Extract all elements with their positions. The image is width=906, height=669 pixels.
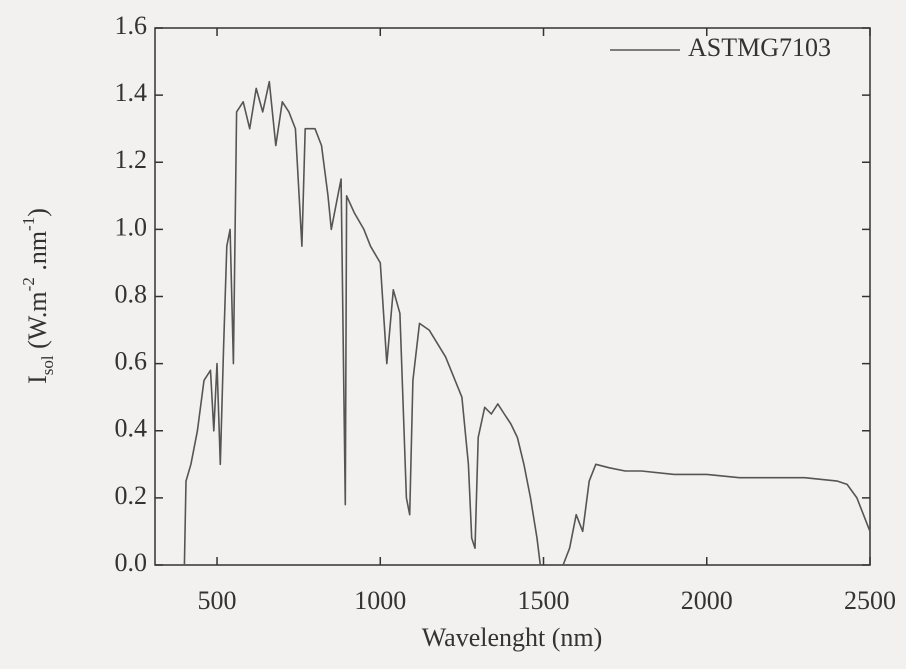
y-tick-label: 0.0 xyxy=(115,548,148,577)
y-tick-label: 0.2 xyxy=(115,481,148,510)
y-tick-label: 0.8 xyxy=(115,279,148,308)
x-tick-label: 2500 xyxy=(844,586,896,615)
y-label-part: -1 xyxy=(19,217,38,231)
y-tick-label: 0.4 xyxy=(115,414,148,443)
x-axis-label: Wavelenght (nm) xyxy=(422,623,603,652)
x-tick-label: 500 xyxy=(198,586,237,615)
legend-label: ASTMG7103 xyxy=(688,33,831,62)
x-tick-label: 2000 xyxy=(681,586,733,615)
y-tick-label: 1.0 xyxy=(115,212,148,241)
y-tick-label: 0.6 xyxy=(115,347,148,376)
y-label-part: .nm xyxy=(23,231,52,277)
y-tick-label: 1.4 xyxy=(115,78,148,107)
y-label-part: -2 xyxy=(19,277,38,291)
series-line xyxy=(183,80,871,566)
y-label-part: I xyxy=(23,375,52,384)
x-tick-label: 1500 xyxy=(518,586,570,615)
y-label-part: sol xyxy=(38,355,57,375)
y-label-part: ) xyxy=(23,208,52,217)
y-axis-label: Isol (W.m-2 .nm-1) xyxy=(19,208,57,384)
y-tick-label: 1.6 xyxy=(115,11,148,40)
y-label-part: (W.m xyxy=(23,291,52,355)
y-tick-label: 1.2 xyxy=(115,145,148,174)
x-tick-label: 1000 xyxy=(354,586,406,615)
